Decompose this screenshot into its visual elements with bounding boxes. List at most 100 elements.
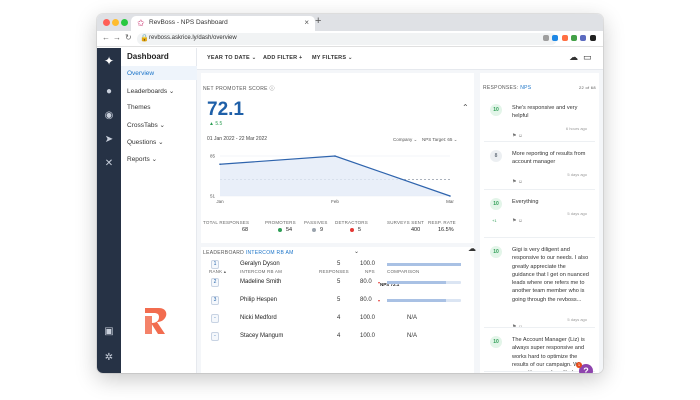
x-tick-label: Mar	[446, 199, 454, 204]
rank-badge: 1	[211, 260, 219, 269]
comparison-bar	[387, 281, 461, 284]
share-icon[interactable]	[543, 35, 549, 41]
response-actions[interactable]: ⚑ ☺	[512, 132, 523, 139]
back-icon[interactable]: ←	[102, 33, 110, 42]
date-filter-dropdown[interactable]: YEAR TO DATE ⌄	[207, 55, 257, 61]
sidebar-item-leaderboards[interactable]: Leaderboards ⌄	[127, 88, 175, 95]
sidebar-item-crosstabs[interactable]: CrossTabs ⌄	[127, 122, 165, 129]
stat-value: 9	[320, 227, 324, 233]
col-nps[interactable]: NPS	[365, 269, 375, 274]
sidebar-item-overview[interactable]: Overview	[127, 70, 155, 77]
star-icon[interactable]: ✦	[103, 54, 115, 68]
y-tick-label: 51	[210, 194, 216, 199]
extension-icon[interactable]	[590, 35, 596, 41]
response-actions[interactable]: ⚑ ☺	[512, 324, 523, 328]
responses-title: RESPONSES:	[483, 85, 519, 91]
display-icon[interactable]: ▭	[583, 52, 592, 62]
response-item[interactable]: 10 Everything 5 days ago ⚑ ☺ +1	[484, 194, 595, 238]
leaderboard-group-select[interactable]: INTERCOM RB AM	[245, 250, 294, 256]
rep-nps: 100.0	[360, 315, 376, 321]
responses-filter[interactable]: NPS	[520, 85, 532, 91]
comparison-bar	[387, 299, 461, 302]
collapse-chevron-icon[interactable]: ⌃	[462, 103, 469, 112]
sidebar-item-themes[interactable]: Themes	[127, 104, 151, 111]
send-icon[interactable]: ➤	[104, 134, 114, 145]
extension-icon[interactable]	[571, 35, 577, 41]
extension-icon[interactable]	[562, 35, 568, 41]
response-time: 5 days ago	[567, 171, 587, 177]
response-time: 5 days ago	[567, 317, 587, 323]
response-item[interactable]: 10 Gigi is very diligent and responsive t…	[484, 242, 595, 328]
my-filters-dropdown[interactable]: MY FILTERS ⌄	[312, 55, 353, 61]
rank-badge: -	[211, 314, 219, 323]
responses-count: 22 of 68	[579, 85, 596, 90]
date-range: 01 Jan 2022 - 22 Mar 2022	[207, 136, 268, 142]
tab-title: RevBoss - NPS Dashboard	[149, 19, 228, 26]
stat-label: PROMOTERS	[265, 220, 296, 225]
app-shell: ✦ ● ◉ ➤ ✕ ▣ ✲ Dashboard Overview Leaderb…	[97, 48, 603, 373]
leaderboard-card	[201, 247, 474, 373]
score-badge: 10	[490, 246, 502, 258]
stat-promoters: 54	[278, 227, 292, 233]
close-window-button[interactable]	[103, 19, 110, 26]
bookmark-star-icon[interactable]	[552, 35, 558, 41]
response-item[interactable]: 8 More reporting of results from account …	[484, 146, 595, 190]
response-text: The Account Manager (Liz) is always supe…	[512, 337, 585, 371]
col-name[interactable]: INTERCOM RB AM	[240, 269, 283, 274]
comparison-na: N/A	[407, 333, 418, 339]
stat-passives: 9	[312, 227, 323, 233]
nps-reference-label: NPS 72.1	[380, 282, 400, 287]
rep-name[interactable]: Stacey Mangum	[240, 333, 284, 339]
rank-badge: 2	[211, 278, 219, 287]
stat-detractors: 5	[350, 227, 361, 233]
rep-name[interactable]: Geralyn Dyson	[240, 261, 280, 267]
lock-icon: 🔒	[140, 35, 149, 42]
col-responses[interactable]: RESPONSES	[319, 269, 349, 274]
comparison-bar-fill	[387, 281, 447, 284]
cloud-sync-icon[interactable]: ☁	[569, 52, 578, 62]
forward-icon[interactable]: →	[113, 33, 121, 42]
response-text: Gigi is very diligent and responsive to …	[512, 247, 589, 303]
rep-name[interactable]: Nicki Medford	[240, 315, 277, 321]
sidebar-item-reports[interactable]: Reports ⌄	[127, 156, 158, 163]
add-filter-button[interactable]: ADD FILTER +	[263, 55, 303, 61]
gear-icon[interactable]: ✲	[104, 352, 114, 363]
series-point	[334, 155, 336, 157]
company-filter[interactable]: Company ⌄	[393, 137, 418, 142]
chat-icon[interactable]: ●	[105, 86, 113, 97]
rep-nps: 80.0	[360, 297, 372, 303]
user-icon[interactable]: ◉	[104, 110, 114, 121]
tab-close-icon[interactable]: ×	[304, 18, 309, 27]
response-actions[interactable]: ⚑ ☺	[512, 218, 523, 225]
stat-label: TOTAL RESPONSES	[203, 220, 250, 225]
response-extra: +1	[492, 218, 497, 223]
response-actions[interactable]: ⚑ ☺	[512, 178, 523, 185]
url-field[interactable]: 🔒 revboss.askrice.ly/dash/overview	[137, 33, 557, 45]
calendar-icon[interactable]: ▣	[104, 326, 114, 337]
nps-target-filter[interactable]: NPS Target: 65 ⌄	[422, 137, 458, 142]
reload-icon[interactable]: ↻	[125, 33, 132, 42]
rep-name[interactable]: Madeline Smith	[240, 279, 282, 285]
extension-icon[interactable]	[580, 35, 586, 41]
browser-tab[interactable]: ✩ RevBoss - NPS Dashboard ×	[131, 16, 315, 31]
tab-bar: ✩ RevBoss - NPS Dashboard × +	[97, 14, 603, 31]
y-tick-label: 85	[210, 154, 216, 159]
sidebar-title: Dashboard	[127, 52, 169, 61]
rep-name[interactable]: Philip Hespen	[240, 297, 278, 303]
stat-label: PASSIVES	[304, 220, 328, 225]
brand-logo	[145, 308, 167, 334]
tools-icon[interactable]: ✕	[104, 158, 114, 169]
comparison-bar-fill	[387, 263, 461, 266]
stat-value: 54	[286, 227, 293, 233]
maximize-window-button[interactable]	[121, 19, 128, 26]
sidebar-item-questions[interactable]: Questions ⌄	[127, 139, 164, 146]
new-tab-icon[interactable]: +	[315, 15, 322, 27]
cloud-download-icon[interactable]: ☁	[468, 244, 476, 253]
nps-delta: ▲ 5.5	[209, 121, 223, 127]
help-button[interactable]: ?	[579, 364, 593, 373]
response-item[interactable]: 10 She's responsive and very helpful 6 hou…	[484, 100, 595, 142]
col-comparison[interactable]: COMPARISON	[387, 269, 420, 274]
minimize-window-button[interactable]	[112, 19, 119, 26]
chevron-down-icon[interactable]: ⌄	[354, 249, 360, 255]
col-rank[interactable]: RANK ▴	[209, 269, 227, 274]
